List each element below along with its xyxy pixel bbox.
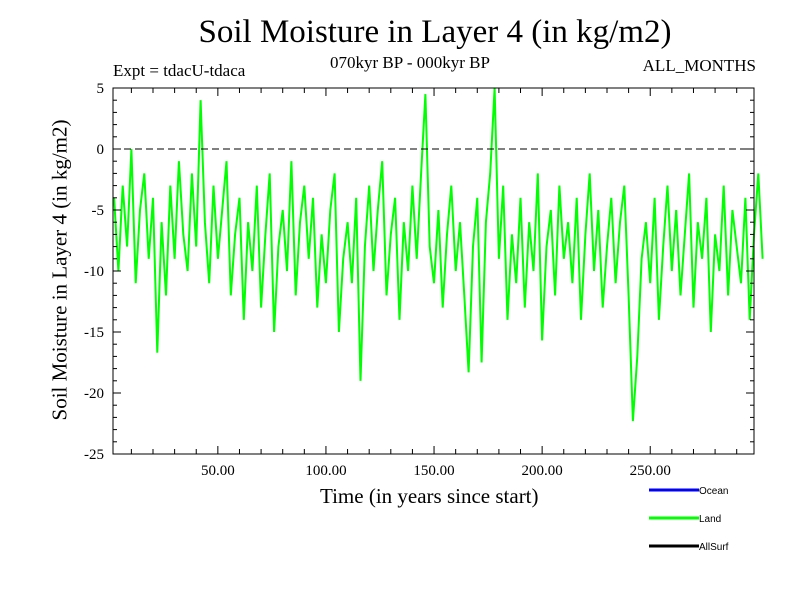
x-tick-label: 250.00 [630, 463, 671, 479]
x-tick-label: 100.00 [305, 463, 346, 479]
legend-label-allsurf: AllSurf [699, 542, 729, 553]
x-tick-label: 200.00 [522, 463, 563, 479]
y-tick-label: -25 [84, 447, 104, 463]
y-tick-label: -15 [84, 325, 104, 341]
y-tick-label: 5 [97, 81, 105, 97]
x-axis-label: Time (in years since start) [320, 484, 539, 508]
experiment-label: Expt = tdacU-tdaca [113, 61, 246, 80]
period-label: 070kyr BP - 000kyr BP [330, 53, 490, 72]
x-tick-label: 150.00 [413, 463, 454, 479]
y-tick-label: 0 [97, 142, 105, 158]
chart-title: Soil Moisture in Layer 4 (in kg/m2) [198, 14, 672, 50]
legend-label-land: Land [699, 514, 721, 525]
months-label: ALL_MONTHS [642, 56, 756, 75]
y-tick-label: -20 [84, 386, 104, 402]
y-tick-label: -5 [92, 203, 105, 219]
legend-label-ocean: Ocean [699, 486, 728, 497]
y-tick-label: -10 [84, 264, 104, 280]
series-line-land [113, 87, 764, 422]
x-tick-label: 50.00 [201, 463, 235, 479]
